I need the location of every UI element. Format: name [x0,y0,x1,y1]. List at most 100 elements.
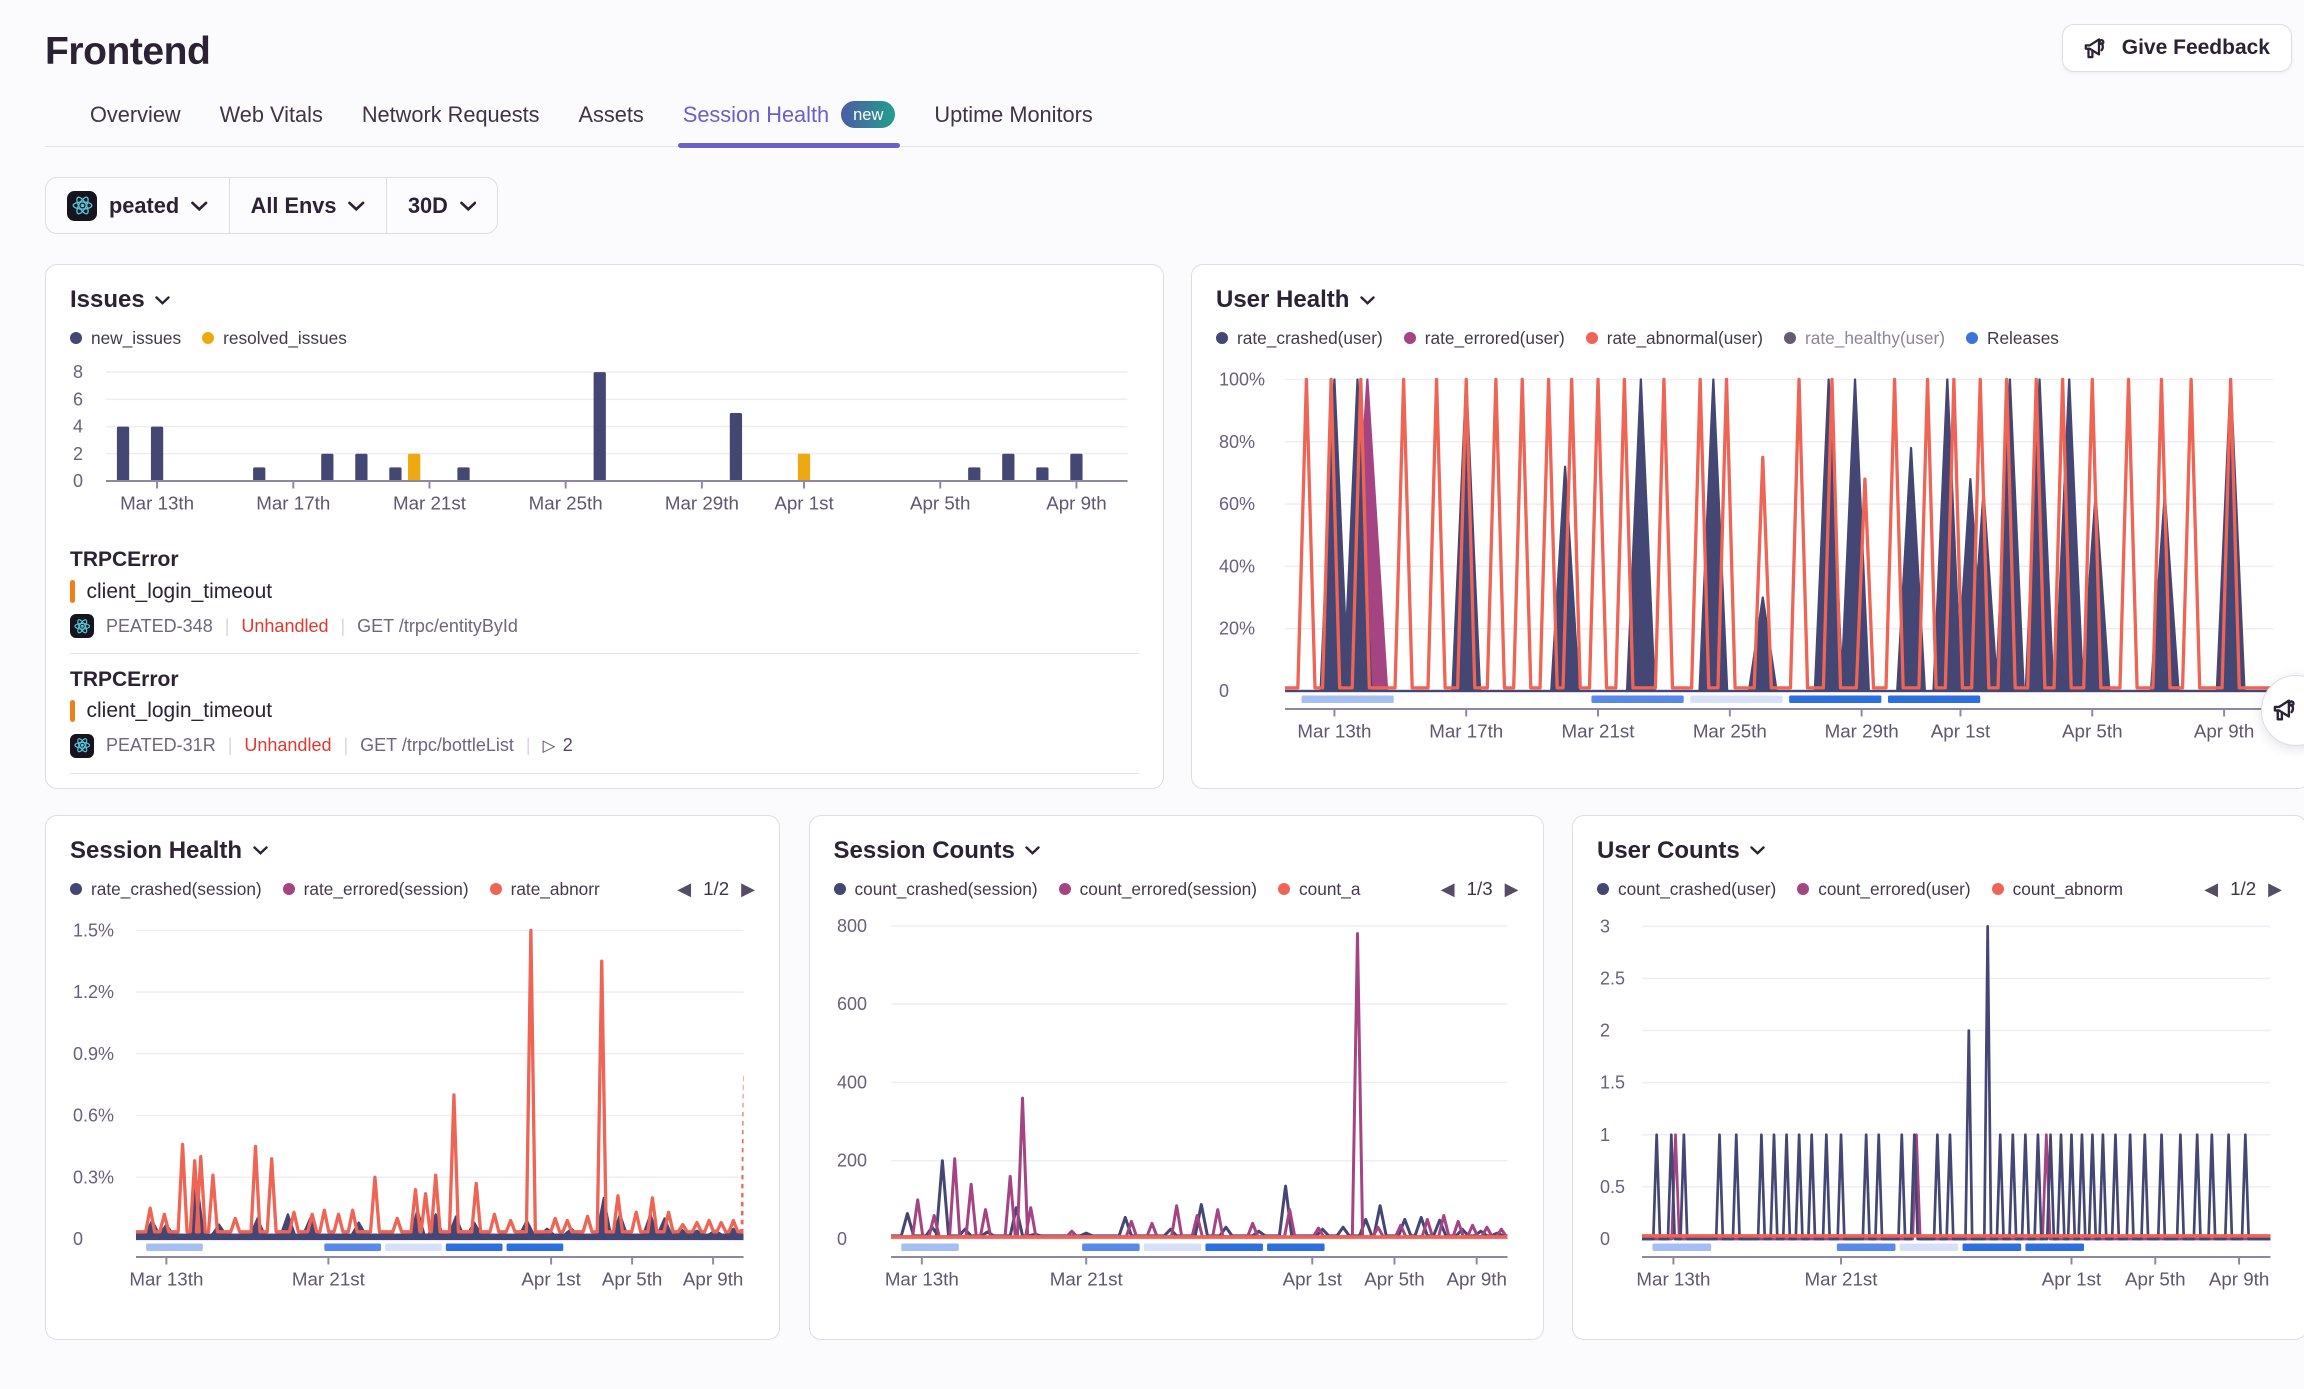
svg-text:Apr 1st: Apr 1st [521,1269,581,1290]
legend-dot [1992,883,2004,895]
svg-text:Apr 1st: Apr 1st [2042,1269,2102,1290]
svg-text:2.5: 2.5 [1600,968,1625,988]
environment-selector-value: All Envs [251,193,337,219]
svg-text:60%: 60% [1219,494,1255,514]
legend-pager: ◀1/2▶ [668,878,755,900]
legend-item[interactable]: count_errored(user) [1797,879,1970,900]
legend-item[interactable]: count_crashed(user) [1597,879,1776,900]
give-feedback-button[interactable]: Give Feedback [2062,24,2292,72]
svg-text:Mar 21st: Mar 21st [292,1269,366,1290]
svg-text:Mar 21st: Mar 21st [1049,1269,1123,1290]
issue-type: TRPCError [70,548,1139,572]
tab-overview[interactable]: Overview [90,101,181,146]
play-icon: ▷ [543,736,556,756]
legend-dot [1404,332,1416,344]
megaphone-icon [2084,37,2110,60]
svg-text:0: 0 [1600,1229,1610,1249]
issue-status-unhandled: Unhandled [241,616,328,637]
svg-text:8: 8 [73,362,83,382]
legend-item[interactable]: rate_errored(user) [1404,328,1565,349]
issue-message[interactable]: client_login_timeout [87,699,273,723]
svg-text:0: 0 [837,1229,847,1249]
user-health-chart[interactable]: 020%40%60%80%100%Mar 13thMar 17thMar 21s… [1216,358,2285,760]
legend-item[interactable]: count_crashed(session) [834,879,1038,900]
issues-chart[interactable]: 02468Mar 13thMar 17thMar 21stMar 25thMar… [70,355,1139,532]
issue-row[interactable]: TRPCError client_login_timeout PEATED-34… [70,535,1139,655]
legend-item[interactable]: Releases [1966,328,2059,349]
legend-prev-button[interactable]: ◀ [1441,879,1455,900]
tab-network-requests[interactable]: Network Requests [362,101,540,146]
environment-selector[interactable]: All Envs [229,178,386,233]
legend-next-button[interactable]: ▶ [1505,879,1519,900]
legend-item[interactable]: rate_crashed(session) [70,879,262,900]
megaphone-icon [2273,698,2300,722]
svg-text:0: 0 [73,1229,83,1249]
issue-message[interactable]: client_login_timeout [87,580,273,604]
issues-panel-title[interactable]: Issues [70,286,170,314]
svg-text:400: 400 [837,1072,867,1092]
user-counts-chart[interactable]: 00.511.522.53Mar 13thMar 21stApr 1stApr … [1597,909,2282,1308]
legend-dot [1586,332,1598,344]
legend-item[interactable]: rate_abnormal(user) [1586,328,1763,349]
legend-next-button[interactable]: ▶ [2268,879,2282,900]
session-health-chart[interactable]: 00.3%0.6%0.9%1.2%1.5%Mar 13thMar 21stApr… [70,909,755,1308]
legend-dot [1059,883,1071,895]
legend-item[interactable]: count_errored(session) [1059,879,1257,900]
legend-next-button[interactable]: ▶ [741,879,755,900]
react-project-icon [70,734,94,758]
user-counts-panel-title[interactable]: User Counts [1597,837,1765,865]
legend-page-indicator: 1/3 [1467,878,1493,900]
session-counts-chart[interactable]: 0200400600800Mar 13thMar 21stApr 1stApr … [834,909,1519,1308]
svg-text:Mar 17th: Mar 17th [256,492,330,513]
svg-text:100%: 100% [1219,369,1265,389]
chevron-down-icon [1360,296,1375,305]
tab-uptime-monitors[interactable]: Uptime Monitors [934,101,1092,146]
session-counts-panel-title[interactable]: Session Counts [834,837,1041,865]
legend-item[interactable]: resolved_issues [202,328,347,349]
error-level-bar [70,580,75,603]
page-title: Frontend [45,30,2304,74]
tab-label: Web Vitals [220,102,323,128]
legend-item[interactable]: rate_abnorr [490,879,600,900]
issue-short-id: PEATED-31R [106,735,216,756]
tab-session-health[interactable]: Session Healthnew [683,101,896,146]
issue-row[interactable]: TRPCError client_login_timeout PEATED-31… [70,654,1139,774]
legend-item[interactable]: count_a [1278,879,1360,900]
session-health-panel-title[interactable]: Session Health [70,837,268,865]
svg-text:1.5%: 1.5% [73,920,114,940]
legend-dot [834,883,846,895]
legend-page-indicator: 1/2 [2230,878,2256,900]
legend-item[interactable]: rate_crashed(user) [1216,328,1383,349]
session-counts-panel: Session Counts count_crashed(session) cou… [809,815,1544,1340]
divider: | [225,616,230,637]
issue-endpoint: GET /trpc/bottleList [360,735,514,756]
divider: | [526,735,531,756]
tab-label: Uptime Monitors [934,102,1092,128]
svg-text:0.9%: 0.9% [73,1044,114,1064]
svg-text:Apr 5th: Apr 5th [1364,1269,1424,1290]
legend-prev-button[interactable]: ◀ [677,879,691,900]
svg-text:Mar 13th: Mar 13th [884,1269,958,1290]
divider: | [343,735,348,756]
legend-item[interactable]: new_issues [70,328,181,349]
legend-item[interactable]: rate_healthy(user) [1784,328,1945,349]
legend-item[interactable]: rate_errored(session) [283,879,469,900]
chevron-down-icon [253,846,268,855]
svg-text:Mar 21st: Mar 21st [1805,1269,1879,1290]
tab-web-vitals[interactable]: Web Vitals [220,101,323,146]
svg-text:80%: 80% [1219,431,1255,451]
project-selector[interactable]: peated [46,178,229,233]
chevron-down-icon [191,201,208,212]
tab-label: Overview [90,102,181,128]
svg-text:Apr 5th: Apr 5th [2062,720,2122,741]
legend-pager: ◀ 1/2 ▶ [2195,878,2282,900]
svg-text:Apr 1st: Apr 1st [1282,1269,1342,1290]
session-health-panel: Session Health rate_crashed(session) rate… [45,815,780,1340]
tab-assets[interactable]: Assets [579,101,644,146]
date-range-selector[interactable]: 30D [386,178,497,233]
user-health-panel-title[interactable]: User Health [1216,286,1375,314]
legend-item[interactable]: count_abnorm [1992,879,2123,900]
legend-prev-button[interactable]: ◀ [2204,879,2218,900]
svg-text:20%: 20% [1219,618,1255,638]
svg-text:2: 2 [1600,1021,1610,1041]
